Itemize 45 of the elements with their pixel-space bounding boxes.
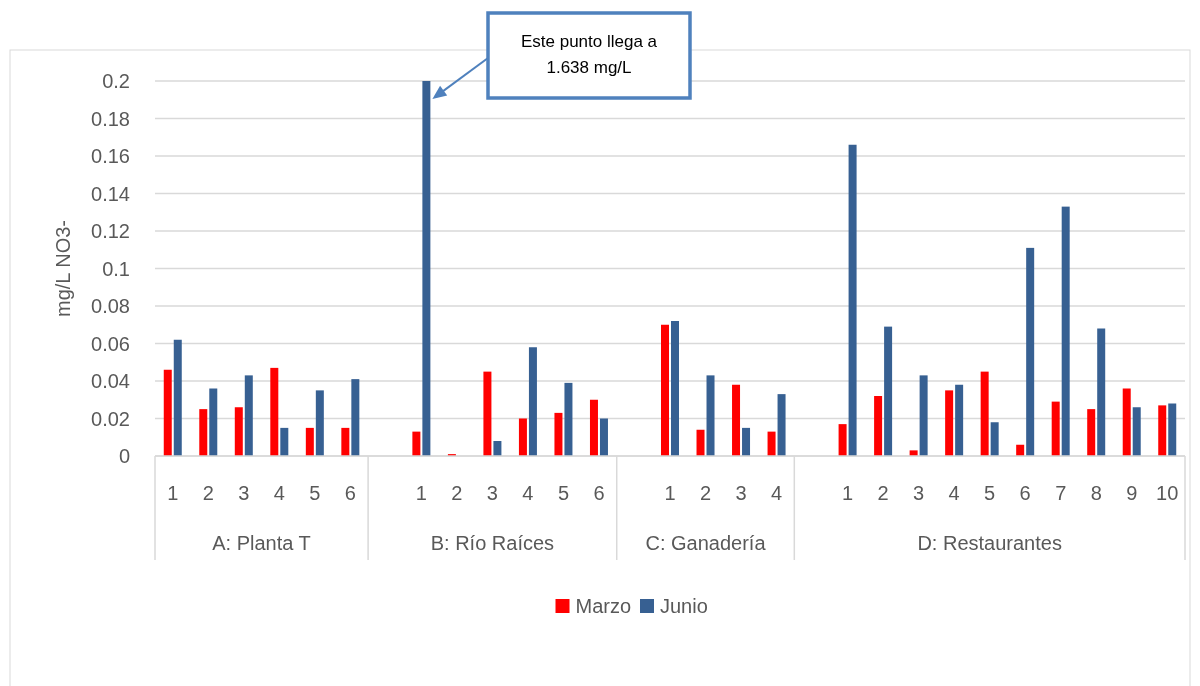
- y-axis-title: mg/L NO3-: [52, 219, 74, 318]
- text: Este punto llega a 1.638 mg/L: [520, 32, 658, 77]
- x-tick-label: 2: [877, 482, 889, 504]
- x-tick-label: 5: [309, 482, 321, 504]
- y-tick-label: 0.1: [102, 257, 130, 280]
- x-tick-label: 3: [486, 482, 498, 504]
- y-tick-label: 0.16: [91, 145, 130, 167]
- x-tick-label: 3: [913, 482, 925, 504]
- x-tick-label: 1: [167, 482, 179, 504]
- y-tick-label: 0: [118, 445, 130, 467]
- x-tick-label: 5: [557, 482, 570, 504]
- x-tick-label: 2: [699, 482, 712, 504]
- legend-label: Marzo: [575, 595, 632, 617]
- x-tick-label: 4: [522, 482, 534, 504]
- x-tick-label: 2: [451, 482, 463, 504]
- text: D: Restaurantes: [917, 532, 1062, 554]
- y-tick-label: 0.12: [91, 220, 130, 242]
- y-tick-label: 0.14: [91, 182, 130, 205]
- x-tick-label: 4: [948, 482, 960, 504]
- x-tick-label: 6: [593, 482, 605, 504]
- x-tick-label: 8: [1090, 482, 1102, 504]
- x-tick-label: 3: [735, 482, 747, 504]
- x-tick-label: 6: [1019, 482, 1031, 504]
- x-tick-label: 1: [415, 482, 427, 504]
- y-tick-label: 0.2: [102, 70, 130, 92]
- x-tick-label: 1: [664, 482, 676, 504]
- y-tick-label: 0.18: [91, 107, 130, 130]
- x-tick-label: 10: [1156, 482, 1179, 504]
- text: C: Ganadería: [645, 532, 767, 554]
- text: B: Río Raíces: [430, 532, 555, 554]
- y-tick-label: 0.08: [91, 295, 130, 317]
- x-tick-label: 5: [984, 482, 996, 504]
- x-tick-label: 7: [1055, 482, 1067, 504]
- x-tick-label: 1: [842, 482, 854, 504]
- y-tick-label: 0.06: [91, 332, 130, 355]
- x-tick-label: 3: [238, 482, 250, 504]
- x-tick-label: 2: [202, 482, 214, 504]
- x-tick-label: 4: [273, 482, 285, 504]
- y-tick-label: 0.02: [91, 407, 130, 430]
- y-tick-label: 0.04: [91, 370, 130, 392]
- text: A: Planta T: [212, 532, 311, 554]
- legend-label: Junio: [660, 595, 708, 617]
- x-tick-label: 4: [770, 482, 783, 504]
- x-tick-label: 6: [344, 482, 356, 504]
- x-tick-label: 9: [1126, 482, 1138, 504]
